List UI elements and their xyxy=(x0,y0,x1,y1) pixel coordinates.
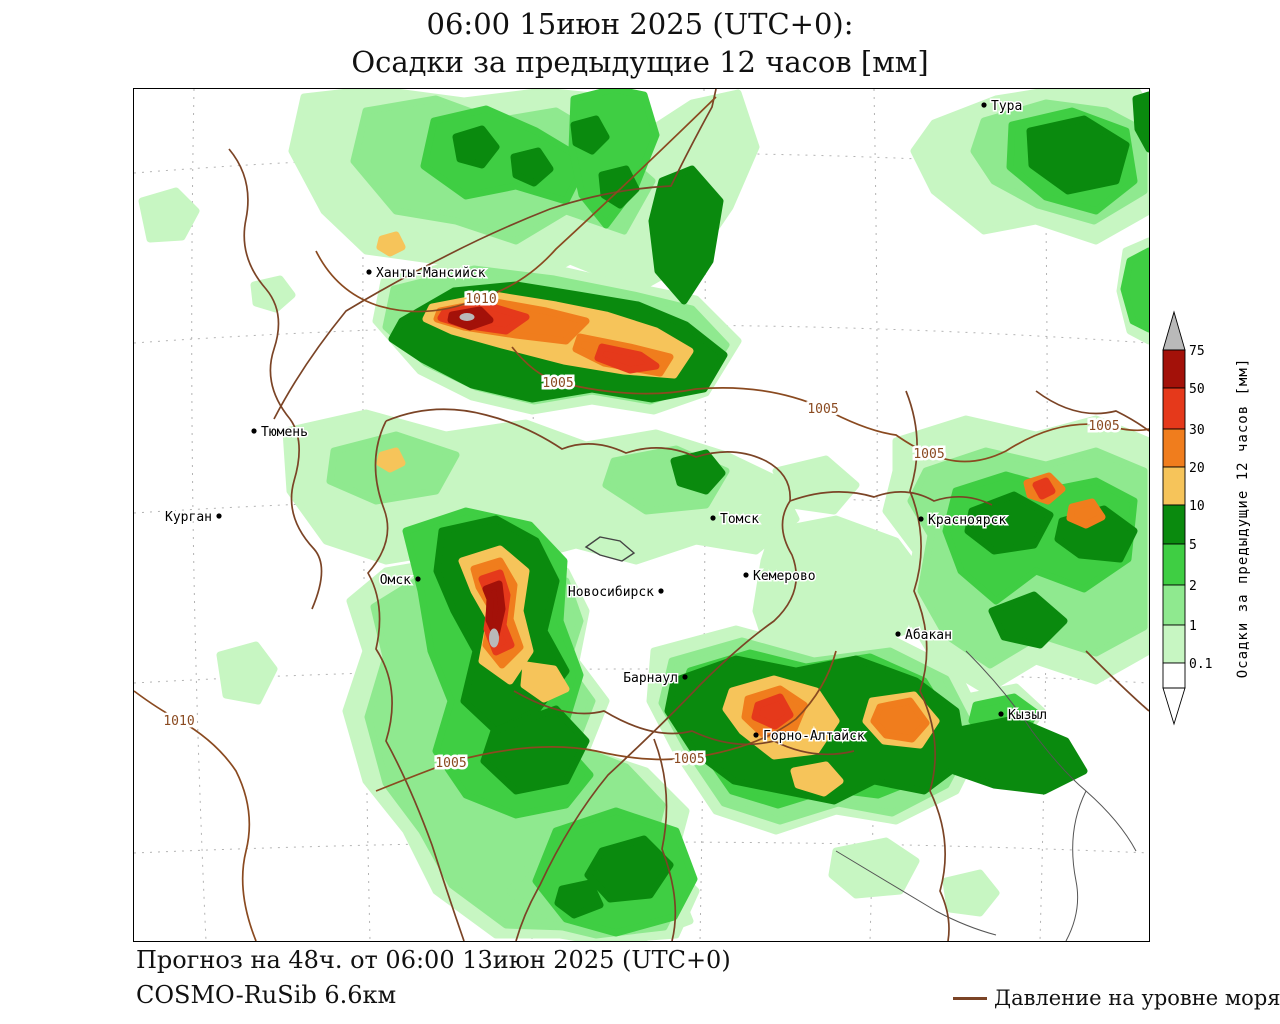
city-label: Тура xyxy=(991,99,1022,114)
city-label: Барнаул xyxy=(623,671,678,686)
city-dot xyxy=(682,674,688,680)
isobar-label: 1005 xyxy=(542,376,573,391)
legend-tick: 2 xyxy=(1189,579,1197,594)
city-label: Кемерово xyxy=(753,569,816,584)
city-marker-tura: Тура xyxy=(981,98,1024,116)
city-dot xyxy=(658,588,664,594)
city-dot xyxy=(366,269,372,275)
legend-tick: 1 xyxy=(1189,619,1197,634)
legend-swatch-below-0.1 xyxy=(1162,662,1186,689)
city-marker-abakan: Абакан xyxy=(895,627,953,645)
city-dot xyxy=(753,732,759,738)
legend-swatch-30-50 xyxy=(1162,387,1186,430)
city-dot xyxy=(251,428,257,434)
pressure-legend-label: Давление на уровне моря xyxy=(994,986,1280,1010)
legend-swatch-10-20 xyxy=(1162,466,1186,506)
forecast-info-line: Прогноз на 48ч. от 06:00 13июн 2025 (UTC… xyxy=(136,946,731,974)
title-line-2: Осадки за предыдущие 12 часов [мм] xyxy=(351,45,929,79)
legend-swatch-5-10 xyxy=(1162,504,1186,545)
legend-tick: 20 xyxy=(1189,461,1205,476)
city-label: Горно-Алтайск xyxy=(763,729,865,744)
legend-title: Осадки за предыдущие 12 часов [мм] xyxy=(1235,358,1251,679)
city-marker-kemerovo: Кемерово xyxy=(743,568,817,586)
city-marker-khanty-mansiysk: Ханты-Мансийск xyxy=(366,265,487,283)
legend-tick: 10 xyxy=(1189,499,1205,514)
city-marker-kyzyl: Кызыл xyxy=(998,707,1049,725)
legend-swatch-1-2 xyxy=(1162,584,1186,626)
legend-tick: 75 xyxy=(1189,344,1205,359)
city-dot xyxy=(981,102,987,108)
legend-swatch-20-30 xyxy=(1162,428,1186,468)
isobar-label: 1005 xyxy=(913,447,944,462)
legend-arrow-below-0.1 xyxy=(1162,687,1186,726)
legend-tick: 30 xyxy=(1189,423,1205,438)
city-marker-krasnoyarsk: Красноярск xyxy=(918,512,1008,530)
city-marker-novosibirsk: Новосибирск xyxy=(566,584,664,602)
isobar-label: 1005 xyxy=(1088,419,1119,434)
city-label: Абакан xyxy=(905,628,952,643)
city-dot xyxy=(743,572,749,578)
city-marker-omsk: Омск xyxy=(378,572,421,590)
city-dot xyxy=(216,513,222,519)
isobar-label: 1005 xyxy=(673,752,704,767)
city-dot xyxy=(998,711,1004,717)
isobar-label: 1010 xyxy=(465,292,496,307)
colorbar-legend: 75 50 30 20 10 5 2 1 0.1 Осадки за преды… xyxy=(1162,310,1251,726)
precip-layer-30mm xyxy=(437,301,1056,730)
city-label: Кызыл xyxy=(1008,708,1047,723)
weather-map: 1010 1005 1005 1005 1005 1010 1005 1005 … xyxy=(133,85,1153,945)
rivers-and-relief-lines xyxy=(584,536,1137,942)
city-label: Омск xyxy=(380,573,411,588)
title-line-1: 06:00 15июн 2025 (UTC+0): xyxy=(426,7,854,41)
page-title: 06:00 15июн 2025 (UTC+0): Осадки за пред… xyxy=(0,5,1280,81)
model-info-line: COSMO-RuSib 6.6км xyxy=(136,981,397,1009)
isobar-labels: 1010 1005 1005 1005 1005 1010 1005 1005 xyxy=(161,290,1122,774)
city-marker-tomsk: Томск xyxy=(710,511,761,529)
city-label: Новосибирск xyxy=(568,585,654,600)
city-markers: Тура Ханты-Мансийск Тюмень Курган Омск Т… xyxy=(164,98,1049,746)
city-label: Тюмень xyxy=(261,425,308,440)
precip-layer-75mm xyxy=(459,313,499,648)
city-label: Красноярск xyxy=(928,513,1006,528)
legend-swatch-2-5 xyxy=(1162,543,1186,586)
isobars xyxy=(133,96,1150,942)
city-label: Томск xyxy=(720,512,759,527)
city-marker-kurgan: Курган xyxy=(164,509,222,527)
city-marker-tyumen: Тюмень xyxy=(251,424,309,442)
weather-map-svg: 1010 1005 1005 1005 1005 1010 1005 1005 … xyxy=(133,85,1153,945)
legend-tick: 0.1 xyxy=(1189,657,1212,672)
city-dot xyxy=(918,516,924,522)
legend-arrow-above-75 xyxy=(1162,310,1186,351)
city-marker-gorno-altaysk: Горно-Алтайск xyxy=(753,728,866,746)
pressure-line-legend: Давление на уровне моря xyxy=(953,986,1280,1010)
admin-borders xyxy=(228,88,1150,942)
city-label: Ханты-Мансийск xyxy=(376,266,486,281)
city-marker-barnaul: Барнаул xyxy=(622,670,688,688)
city-dot xyxy=(895,631,901,637)
legend-swatch-50-75 xyxy=(1162,349,1186,389)
legend-tick: 50 xyxy=(1189,382,1205,397)
city-dot xyxy=(710,515,716,521)
pressure-line-sample xyxy=(953,997,987,1000)
city-label: Курган xyxy=(165,510,212,525)
isobar-label: 1005 xyxy=(435,756,466,771)
isobar-label: 1010 xyxy=(163,714,194,729)
legend-swatch-0.1-1 xyxy=(1162,624,1186,664)
legend-tick: 5 xyxy=(1189,538,1197,553)
city-dot xyxy=(415,576,421,582)
isobar-label: 1005 xyxy=(807,402,838,417)
